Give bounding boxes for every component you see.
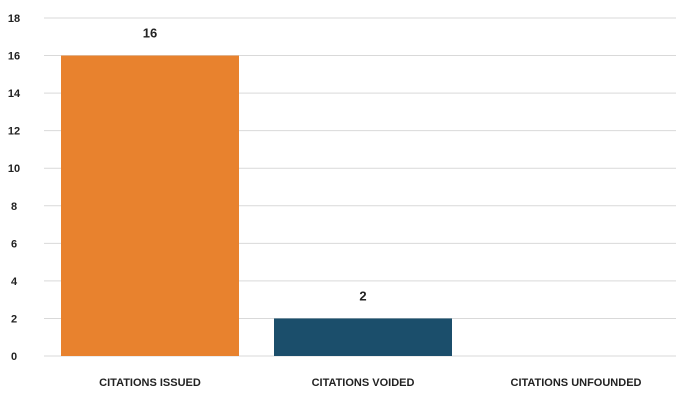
y-tick-label: 0 (11, 351, 17, 363)
y-tick-label: 6 (11, 238, 17, 250)
y-axis-ticks: 0 2 4 6 8 10 12 14 16 18 (8, 13, 21, 363)
bars (61, 55, 452, 357)
y-tick-label: 14 (8, 88, 21, 100)
y-tick-label: 4 (11, 276, 18, 288)
y-tick-label: 16 (8, 51, 20, 63)
bar (274, 318, 452, 356)
y-tick-label: 18 (8, 13, 20, 25)
x-category-label: CITATIONS UNFOUNDED (511, 377, 642, 389)
y-tick-label: 10 (8, 163, 20, 175)
bar-value-label: 16 (143, 26, 157, 41)
y-tick-label: 12 (8, 126, 20, 138)
data-labels: 16 2 (143, 26, 367, 304)
bar (61, 55, 239, 357)
x-category-label: CITATIONS ISSUED (99, 377, 201, 389)
bar-value-label: 2 (359, 288, 366, 303)
x-category-label: CITATIONS VOIDED (312, 377, 415, 389)
x-axis-categories: CITATIONS ISSUED CITATIONS VOIDED CITATION… (99, 377, 641, 389)
y-tick-label: 2 (11, 313, 17, 325)
y-tick-label: 8 (11, 201, 17, 213)
